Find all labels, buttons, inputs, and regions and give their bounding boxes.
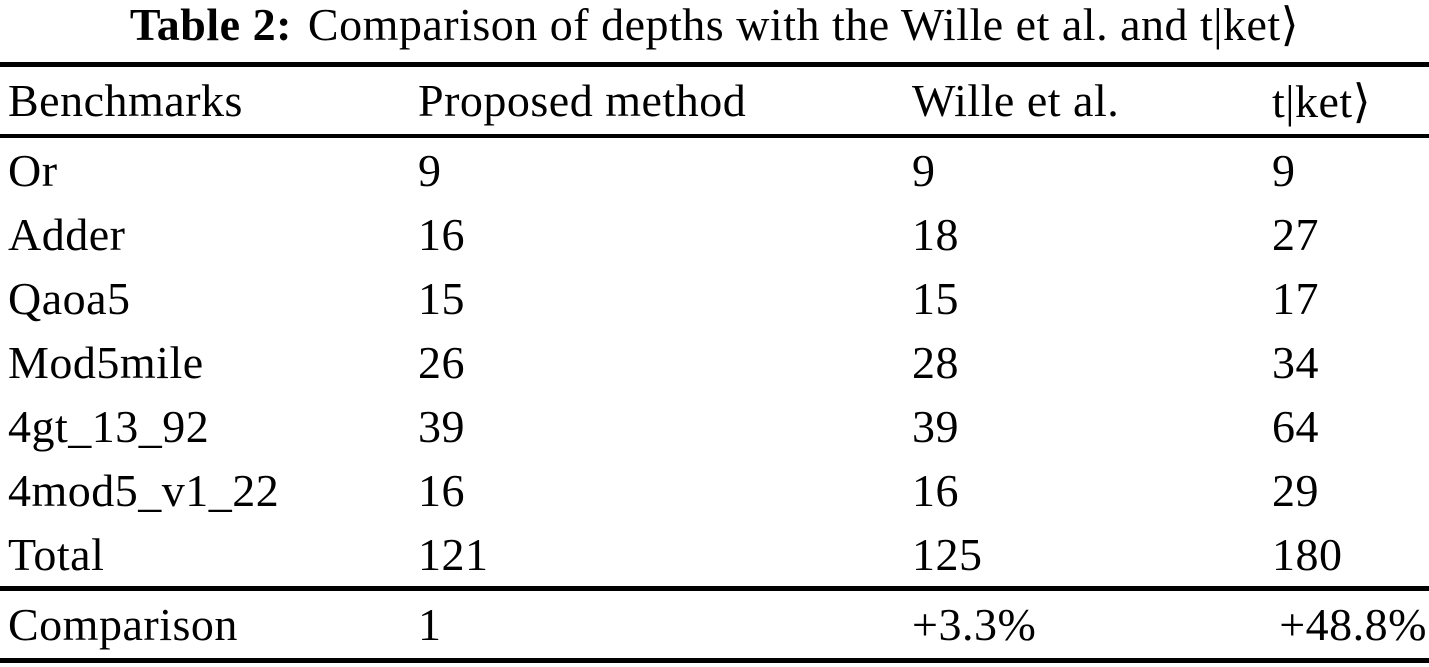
cell-tket: 29 <box>1272 464 1319 516</box>
cell-benchmark: 4mod5_v1_22 <box>8 464 280 516</box>
column-header-benchmarks: Benchmarks <box>0 64 418 138</box>
cell-wille-et-al: 15 <box>912 272 959 324</box>
cell-benchmark: Adder <box>8 208 126 260</box>
table-row: 4gt_13_92 39 39 64 <box>0 394 1429 458</box>
cell-wille-et-al: 125 <box>912 528 983 580</box>
cell-proposed-method: 1 <box>418 586 912 661</box>
table-row: 4mod5_v1_22 16 16 29 <box>0 458 1429 522</box>
cell-benchmark: Total <box>8 528 105 580</box>
table-row-total: Total 121 125 180 <box>0 522 1429 589</box>
header-row: Benchmarks Proposed method Wille et al. … <box>0 64 1429 138</box>
table-row: Mod5mile 26 28 34 <box>0 330 1429 394</box>
cell-proposed-method: 121 <box>418 528 489 580</box>
table-caption: Table 2: Comparison of depths with the Wi… <box>0 0 1429 52</box>
table-caption-text: Comparison of depths with the Wille et a… <box>307 0 1300 50</box>
cell-wille-et-al: 16 <box>912 464 959 516</box>
cell-wille-et-al: 28 <box>912 336 959 388</box>
comparison-table: Benchmarks Proposed method Wille et al. … <box>0 62 1429 663</box>
cell-wille-et-al: 18 <box>912 208 959 260</box>
cell-wille-et-al: +3.3% <box>912 586 1272 661</box>
cell-tket: +48.8% <box>1272 586 1429 661</box>
table-row: Qaoa5 15 15 17 <box>0 266 1429 330</box>
cell-proposed-method: 39 <box>418 400 465 452</box>
cell-tket: 27 <box>1272 208 1319 260</box>
table-row: Or 9 9 9 <box>0 136 1429 202</box>
cell-benchmark: Or <box>8 144 58 196</box>
cell-proposed-method: 16 <box>418 208 465 260</box>
cell-proposed-method: 26 <box>418 336 465 388</box>
table-row-comparison: Comparison 1 +3.3% +48.8% <box>0 586 1429 661</box>
cell-proposed-method: 15 <box>418 272 465 324</box>
column-header-proposed-method: Proposed method <box>418 64 912 138</box>
cell-tket: 34 <box>1272 336 1319 388</box>
table-caption-label: Table 2: <box>129 0 292 50</box>
cell-wille-et-al: 39 <box>912 400 959 452</box>
cell-tket: 17 <box>1272 272 1319 324</box>
cell-wille-et-al: 9 <box>912 144 936 196</box>
cell-tket: 9 <box>1272 144 1296 196</box>
cell-benchmark: Qaoa5 <box>8 272 131 324</box>
cell-benchmark: Mod5mile <box>8 336 204 388</box>
cell-tket: 180 <box>1272 528 1343 580</box>
table-row: Adder 16 18 27 <box>0 202 1429 266</box>
cell-benchmark: 4gt_13_92 <box>8 400 210 452</box>
cell-proposed-method: 9 <box>418 144 442 196</box>
column-header-wille-et-al: Wille et al. <box>912 64 1272 138</box>
column-header-tket: t|ket⟩ <box>1272 64 1429 138</box>
cell-tket: 64 <box>1272 400 1319 452</box>
cell-benchmark: Comparison <box>0 586 418 661</box>
cell-proposed-method: 16 <box>418 464 465 516</box>
